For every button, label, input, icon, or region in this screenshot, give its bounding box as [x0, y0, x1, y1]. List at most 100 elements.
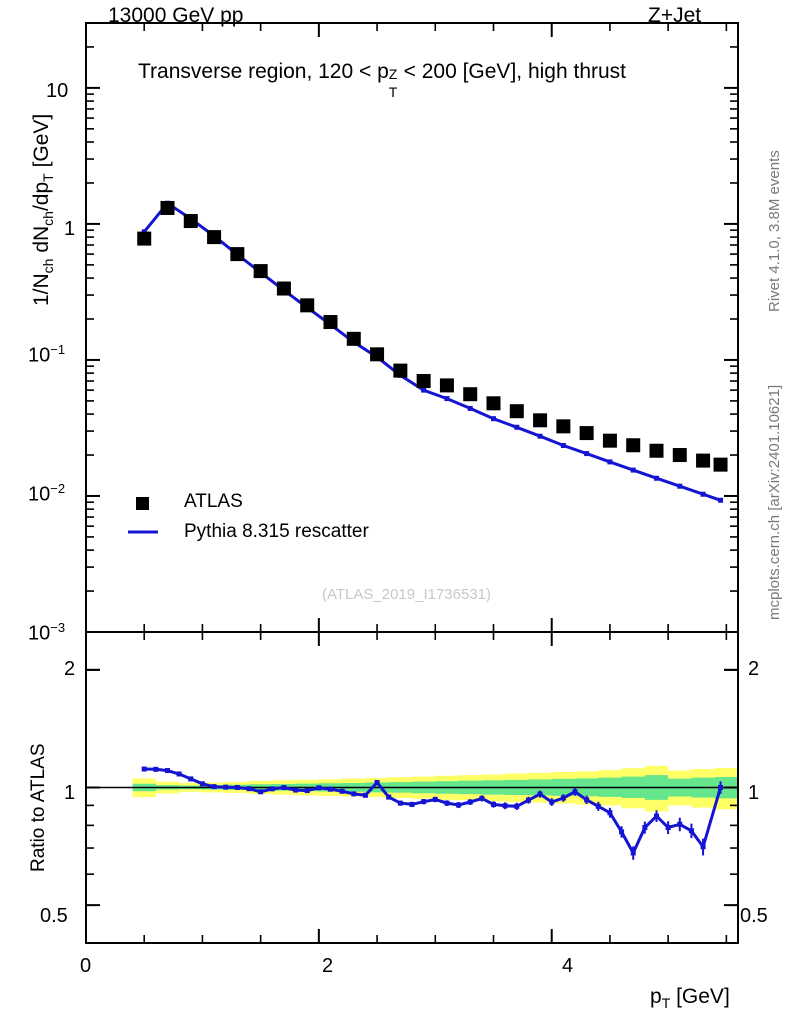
analysis-watermark: (ATLAS_2019_I1736531) [322, 586, 492, 603]
mc-prediction-point [467, 405, 473, 411]
ratio-point [619, 829, 625, 835]
ratio-point [502, 803, 508, 809]
ratio-point [281, 785, 287, 790]
ratio-y-tick-label-1-right: 1 [748, 782, 760, 804]
plot-title-pre: Transverse region, 120 < p [138, 60, 389, 83]
ratio-point [456, 802, 462, 808]
data-marker [649, 443, 664, 458]
ratio-point [630, 850, 636, 856]
ratio-point [467, 799, 473, 805]
data-marker [672, 448, 687, 463]
data-marker [253, 264, 268, 279]
ratio-point [153, 766, 159, 772]
ratio-point [211, 784, 217, 790]
data-marker [509, 404, 524, 419]
ratio-point [234, 785, 240, 790]
plot-title-sub: T [388, 84, 398, 100]
legend: ATLAS Pythia 8.315 rescatter [128, 488, 428, 550]
ratio-point [316, 785, 322, 791]
ratio-y-tick-label-05-left: 0.5 [40, 905, 68, 927]
mc-prediction-point [560, 443, 566, 449]
ratio-point [665, 825, 671, 831]
data-marker [207, 230, 222, 245]
header-right: Z+Jet [648, 4, 702, 27]
ratio-point [304, 788, 310, 794]
mc-prediction-point [630, 467, 636, 473]
y-tick-label-10: 10 [46, 80, 69, 102]
ratio-point [479, 795, 485, 801]
data-marker [579, 426, 594, 441]
mc-prediction-point [607, 459, 613, 465]
data-marker [393, 363, 408, 378]
mc-prediction-point [514, 424, 520, 430]
data-marker [696, 453, 711, 468]
ratio-point [141, 766, 147, 772]
data-marker [137, 231, 152, 246]
ratio-point [595, 803, 601, 809]
data-marker [713, 457, 728, 472]
ratio-y-tick-label-2-right: 2 [748, 658, 760, 680]
x-tick-label-4: 4 [562, 955, 574, 977]
x-axis-label-base: p [650, 985, 662, 1008]
mc-prediction-point [718, 497, 724, 503]
ratio-point [374, 779, 380, 785]
ratio-point [223, 784, 229, 790]
data-marker [370, 347, 385, 362]
data-marker [556, 419, 571, 434]
ratio-y-tick-label-1-left: 1 [64, 782, 76, 804]
data-marker [323, 315, 338, 330]
data-marker [439, 378, 454, 393]
plot-title-sup: Z [388, 66, 398, 82]
ratio-point [328, 786, 333, 792]
ratio-point [549, 799, 555, 805]
data-marker [160, 200, 175, 215]
legend-label-pythia: Pythia 8.315 rescatter [184, 521, 369, 542]
mc-prediction-point [491, 416, 496, 422]
data-marker [346, 331, 361, 346]
data-marker [602, 433, 617, 448]
ratio-point [607, 810, 613, 816]
ratio-point [362, 792, 368, 798]
mc-prediction-point [700, 491, 706, 497]
ratio-point [654, 813, 659, 819]
ratio-point [491, 801, 496, 807]
ratio-y-tick-label-2-left: 2 [64, 658, 76, 680]
ratio-point [560, 795, 566, 801]
y-tick-label-1e-3: 10−3 [28, 620, 66, 645]
ratio-point [444, 800, 450, 806]
x-tick-label-2: 2 [322, 955, 334, 977]
ratio-point [246, 786, 252, 792]
ratio-point [397, 800, 403, 806]
y-tick-label-1e-1: 10−1 [28, 342, 66, 367]
ratio-point [409, 801, 415, 807]
ratio-point [165, 768, 170, 774]
ratio-point [386, 794, 392, 800]
ratio-point [700, 844, 706, 850]
ratio-point [525, 797, 531, 803]
data-marker [276, 281, 291, 296]
ratio-point [688, 828, 694, 834]
ratio-point [176, 771, 182, 777]
ratio-point [514, 803, 520, 809]
mc-prediction-point [677, 483, 683, 489]
ratio-point [199, 781, 205, 787]
data-marker [183, 214, 198, 229]
mc-prediction-point [584, 451, 590, 457]
ratio-point [188, 776, 194, 782]
legend-label-atlas: ATLAS [184, 491, 243, 512]
y-tick-label-1e-2: 10−2 [28, 481, 66, 506]
y-tick-label-1: 1 [64, 218, 76, 240]
ratio-point [677, 821, 683, 827]
ratio-point [421, 799, 427, 805]
data-marker [300, 298, 315, 313]
ratio-point [642, 825, 648, 831]
ratio-y-tick-label-05-right: 0.5 [740, 905, 768, 927]
main-plot-panel [85, 22, 739, 633]
mc-prediction-point [537, 433, 543, 439]
ratio-point [718, 785, 724, 790]
ratio-point [537, 791, 543, 797]
data-marker [486, 396, 501, 411]
ratio-point [351, 791, 357, 797]
data-marker [416, 374, 431, 389]
